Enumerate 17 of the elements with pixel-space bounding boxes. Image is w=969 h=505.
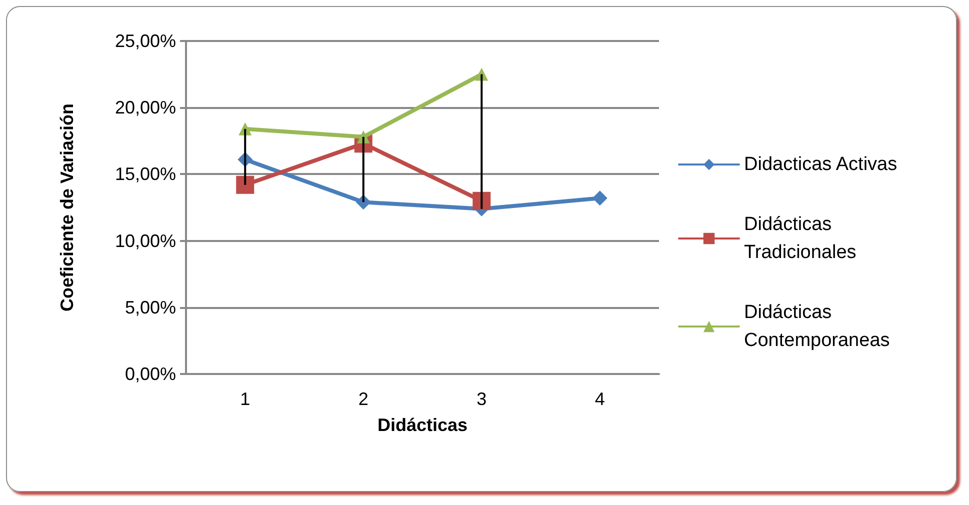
y-tick-label: 25,00% [114,31,176,51]
x-tick-label: 4 [594,389,605,409]
point [236,176,254,194]
legend-label: Didacticas Activas [744,154,898,175]
y-tick-label: 15,00% [114,164,176,184]
y-tick-label: 10,00% [114,230,176,251]
y-tick-label: 0,00% [124,364,176,384]
legend-label: Didácticas Tradicionales [744,214,856,263]
y-tick-label: 5,00% [124,297,176,318]
x-tick-label: 3 [476,389,487,409]
x-tick-label: 2 [358,389,368,409]
y-axis-title: Coeficiente de Variación [57,103,77,312]
legend-label: Didácticas Contemporaneas [744,302,890,351]
x-axis-title: Didácticas [377,415,468,435]
x-tick-label: 1 [240,389,250,409]
point [592,190,608,206]
y-tick-label: 20,00% [114,98,176,118]
